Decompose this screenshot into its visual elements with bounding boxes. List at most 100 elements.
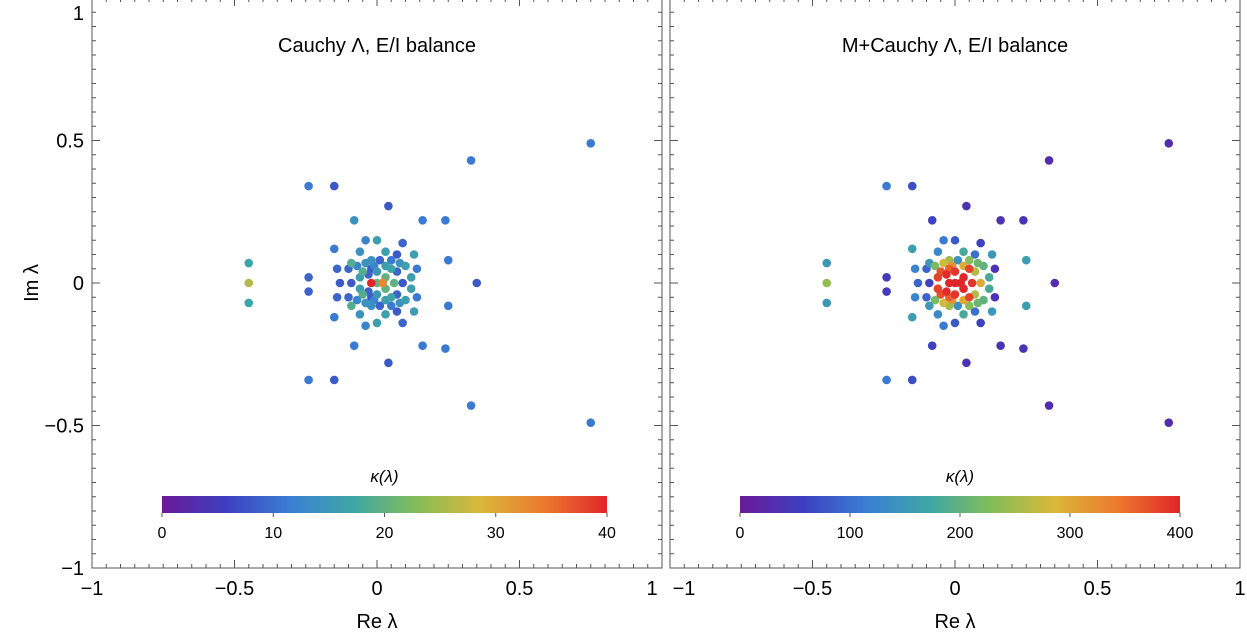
scatter-point	[907, 181, 917, 191]
scatter-point	[361, 321, 370, 331]
scatter-point	[406, 273, 416, 282]
scatter-point	[352, 295, 362, 305]
x-tick-label: 0.5	[506, 578, 534, 600]
scatter-point	[996, 341, 1005, 351]
scatter-point	[358, 267, 368, 276]
scatter-point	[1050, 278, 1060, 288]
scatter-point	[925, 301, 934, 311]
scatter-point	[372, 290, 382, 299]
scatter-point	[939, 258, 948, 268]
scatter-point	[347, 278, 356, 288]
scatter-point	[386, 264, 396, 274]
x-tick-label: −1	[673, 578, 696, 600]
colorbar-tick-label: 40	[598, 525, 616, 542]
scatter-point	[970, 307, 980, 316]
scatter-point	[418, 341, 427, 351]
y-tick-label: −0.5	[45, 416, 84, 438]
scatter-point	[959, 273, 968, 282]
scatter-point	[372, 318, 382, 328]
scatter-point	[375, 255, 385, 265]
colorbar-tick-label: 0	[158, 525, 167, 542]
colorbar-tick-label: 400	[1167, 525, 1194, 542]
y-tick-label: −1	[61, 558, 84, 580]
scatter-point	[406, 284, 416, 294]
scatter-point	[361, 235, 370, 245]
scatter-point	[907, 244, 917, 254]
scatter-point	[443, 255, 453, 265]
scatter-point	[1164, 418, 1174, 427]
scatter-point	[392, 250, 402, 259]
x-tick-label: −0.5	[793, 578, 832, 600]
y-axis-title: Im λ	[21, 264, 43, 302]
right-scatter-panel: −1 −0.5 0 0.5 1 Re λ M+Cauchy Λ, E/I balance κ(…	[669, 0, 1246, 633]
scatter-point	[398, 238, 407, 248]
y-tick-label: 1	[73, 3, 84, 25]
scatter-point	[882, 287, 891, 296]
scatter-point	[381, 310, 390, 319]
scatter-point	[466, 156, 476, 165]
scatter-point	[361, 258, 370, 268]
scatter-point	[361, 298, 370, 308]
scatter-point	[933, 247, 943, 256]
scatter-point	[332, 292, 342, 302]
scatter-point	[355, 247, 365, 256]
scatter-point	[441, 344, 450, 353]
scatter-point	[970, 250, 980, 259]
colorbar-tick-label: 10	[264, 525, 282, 542]
scatter-point	[976, 318, 985, 328]
scatter-point	[882, 181, 891, 191]
scatter-point	[367, 278, 376, 288]
scatter-point	[466, 401, 476, 410]
scatter-point	[990, 264, 1000, 274]
scatter-point	[401, 261, 410, 271]
left-scatter-panel: −1 −0.5 0 0.5 1 −1 −0.5 0 0.5 1 Re λ Im λ Cauchy Λ, …	[21, 0, 663, 633]
scatter-point	[244, 278, 254, 288]
x-tick-label: −1	[81, 578, 104, 600]
scatter-point	[987, 307, 997, 316]
scatter-point	[386, 301, 396, 311]
x-tick-label: 1	[646, 578, 657, 600]
scatter-point	[1019, 344, 1028, 353]
scatter-point	[418, 216, 427, 225]
scatter-point	[409, 307, 419, 316]
scatter-point	[1044, 156, 1054, 165]
x-tick-label: 0	[949, 578, 960, 600]
scatter-point	[1019, 216, 1028, 225]
scatter-point	[962, 201, 971, 211]
scatter-point	[355, 310, 365, 319]
scatter-point	[927, 216, 937, 225]
scatter-point	[976, 238, 985, 248]
colorbar	[162, 496, 607, 513]
scatter-point	[953, 301, 963, 311]
scatter-point	[959, 310, 968, 319]
scatter-point	[358, 290, 368, 299]
scatter-point	[959, 284, 968, 294]
scatter-point	[398, 318, 407, 328]
scatter-point	[347, 301, 356, 311]
scatter-point	[950, 290, 960, 299]
colorbar-tick-label: 0	[736, 525, 745, 542]
scatter-point	[984, 273, 994, 282]
scatter-point	[443, 301, 453, 311]
colorbar-tick-label: 30	[487, 525, 505, 542]
scatter-point	[930, 261, 940, 271]
scatter-point	[329, 244, 339, 254]
scatter-point	[381, 247, 390, 256]
scatter-point	[976, 278, 985, 288]
scatter-point	[882, 273, 891, 282]
scatter-point	[329, 181, 339, 191]
scatter-point	[398, 278, 407, 288]
x-axis-title: Re λ	[356, 611, 397, 633]
scatter-point	[950, 267, 960, 276]
scatter-point	[907, 312, 917, 322]
scatter-point	[967, 278, 977, 288]
scatter-point	[1021, 301, 1031, 311]
scatter-point	[822, 278, 832, 288]
panel-title: Cauchy Λ, E/I balance	[278, 35, 476, 57]
scatter-point	[472, 278, 482, 288]
scatter-point	[959, 247, 968, 256]
scatter-point	[922, 292, 931, 302]
scatter-point	[401, 295, 410, 305]
scatter-point	[304, 287, 313, 296]
x-tick-label: −0.5	[215, 578, 254, 600]
